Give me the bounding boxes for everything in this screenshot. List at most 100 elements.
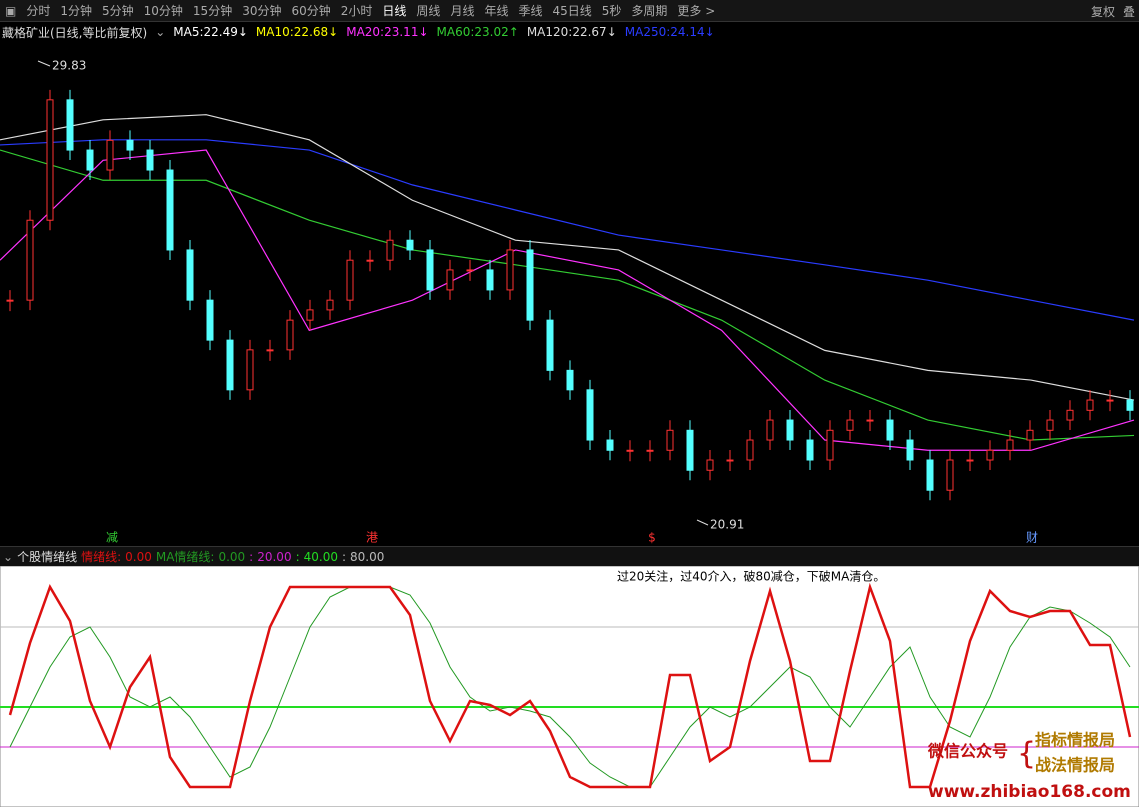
- candle: [386, 239, 394, 261]
- candle: [506, 249, 514, 291]
- stock-title[interactable]: 藏格矿业(日线,等比前复权): [2, 25, 148, 40]
- candle: [906, 439, 914, 461]
- ma-name: MA60:: [436, 25, 475, 39]
- tab[interactable]: 60分钟: [291, 4, 331, 18]
- low-label: 20.91: [710, 518, 744, 532]
- indicator-note: 过20关注，过40介入，破80减仓，下破MA清仓。: [617, 569, 885, 584]
- event-marker: 港: [366, 531, 378, 545]
- tab[interactable]: 分时: [26, 4, 51, 18]
- ma-line: [0, 139, 1135, 321]
- tab[interactable]: 日线: [382, 4, 407, 18]
- candle: [946, 459, 954, 491]
- candle: [786, 419, 794, 441]
- tab[interactable]: 多周期: [631, 4, 668, 18]
- candle: [1026, 429, 1034, 441]
- candle: [826, 429, 834, 461]
- tab[interactable]: 5秒: [601, 4, 622, 18]
- tab[interactable]: 45日线: [552, 4, 592, 18]
- ma-name: MA120:: [526, 25, 573, 39]
- ma-arrow: ↑: [508, 25, 519, 39]
- level-label: 80.00: [350, 549, 385, 564]
- candle: [1126, 399, 1134, 411]
- toggle[interactable]: ⌄: [155, 25, 166, 39]
- tab[interactable]: 1分钟: [60, 4, 92, 18]
- candle: [6, 299, 14, 302]
- candle: [126, 139, 134, 151]
- series-name: 情绪线:: [81, 550, 122, 564]
- tool-button[interactable]: 叠: [1122, 5, 1135, 19]
- candle: [186, 249, 194, 301]
- tab[interactable]: 年线: [484, 4, 509, 18]
- candle: [66, 99, 74, 151]
- ma-value: 24.14: [670, 25, 705, 39]
- candle: [466, 269, 474, 272]
- tab[interactable]: 季线: [518, 4, 543, 18]
- ma-value: 22.67: [572, 25, 607, 39]
- ma-name: MA20:: [346, 25, 385, 39]
- candle: [1006, 439, 1014, 451]
- candle: [26, 219, 34, 301]
- ma-label: MA60:23.02↑: [437, 25, 519, 39]
- high-pointer: [37, 60, 51, 67]
- stock-header: 藏格矿业(日线,等比前复权) ⌄ MA5:22.49↓ MA10:22.68↓ MA2…: [2, 23, 715, 41]
- candle: [686, 429, 694, 471]
- candle: [646, 449, 654, 452]
- event-marker: 减: [106, 531, 118, 545]
- wm-brace: {: [1017, 737, 1036, 772]
- candle: [146, 149, 154, 171]
- tab[interactable]: 月线: [450, 4, 475, 18]
- candle: [866, 419, 874, 422]
- ma-arrow: ↓: [418, 25, 429, 39]
- candle: [926, 459, 934, 491]
- indicator-line: [8, 582, 1132, 789]
- candle: [986, 449, 994, 461]
- candle: [806, 439, 814, 461]
- candle: [1106, 399, 1114, 402]
- tab[interactable]: 更多 >: [677, 4, 716, 18]
- candle: [286, 319, 294, 351]
- candle: [526, 249, 534, 321]
- ma-label: MA5:22.49↓: [173, 25, 248, 39]
- tab[interactable]: 5分钟: [102, 4, 134, 18]
- ma-line: [0, 114, 1135, 401]
- candle: [166, 169, 174, 251]
- tab[interactable]: 30分钟: [242, 4, 282, 18]
- series-value: 0.00: [218, 549, 246, 564]
- wm-brand: 战法情报局: [1035, 756, 1115, 775]
- icon[interactable]: ▣: [5, 3, 17, 18]
- ma-arrow: ↓: [606, 25, 617, 39]
- candle: [766, 419, 774, 441]
- sep: :: [249, 549, 254, 564]
- indicator-panel: [0, 565, 1139, 807]
- candle: [606, 439, 614, 451]
- tab[interactable]: 15分钟: [192, 4, 233, 18]
- ma-arrow: ↓: [704, 25, 715, 39]
- candle: [406, 239, 414, 251]
- candle: [486, 269, 494, 291]
- tab[interactable]: 10分钟: [143, 4, 183, 18]
- candle: [966, 459, 974, 462]
- tab[interactable]: 周线: [416, 4, 441, 18]
- ma-name: MA5:: [173, 25, 204, 39]
- candle: [666, 429, 674, 451]
- candle: [246, 349, 254, 391]
- ma-arrow: ↓: [328, 25, 339, 39]
- ma-label: MA20:23.11↓: [346, 25, 428, 39]
- candle: [266, 349, 274, 352]
- event-marker: 财: [1026, 531, 1038, 545]
- candle: [226, 339, 234, 391]
- ma-value: 23.11: [384, 25, 419, 39]
- candle: [846, 419, 854, 431]
- ma-label: MA10:22.68↓: [256, 25, 338, 39]
- wm-url: www.zhibiao168.com: [928, 782, 1131, 802]
- toggle[interactable]: ⌄: [3, 549, 14, 564]
- tab[interactable]: 2小时: [340, 4, 373, 18]
- indicator-title[interactable]: 个股情绪线: [17, 550, 78, 564]
- candle: [886, 419, 894, 441]
- tool-button[interactable]: 复权: [1090, 5, 1115, 19]
- high-label: 29.83: [52, 59, 86, 73]
- candle: [86, 149, 94, 171]
- ma-value: 22.49: [203, 25, 238, 39]
